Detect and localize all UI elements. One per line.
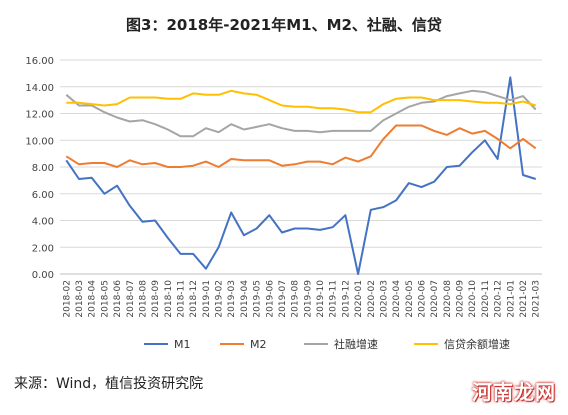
y-tick-label: 8.00 <box>32 163 54 174</box>
legend-label: M2 <box>250 338 267 351</box>
x-tick-label: 2018-10 <box>164 280 174 318</box>
y-tick-label: 16.00 <box>25 56 54 67</box>
x-tick-label: 2019-12 <box>341 280 351 318</box>
x-tick-label: 2021-02 <box>519 280 529 318</box>
x-tick-label: 2020-07 <box>430 280 440 318</box>
series-line <box>66 89 537 114</box>
x-tick-label: 2018-08 <box>138 280 148 318</box>
x-tick-label: 2018-12 <box>189 280 199 318</box>
x-tick-label: 2020-01 <box>354 280 364 318</box>
y-tick-label: 2.00 <box>32 243 54 254</box>
y-tick-label: 4.00 <box>32 217 54 228</box>
x-tick-label: 2019-03 <box>227 280 237 318</box>
source-note: 来源：Wind，植信投资研究院 <box>14 376 204 392</box>
x-tick-label: 2020-04 <box>392 280 402 318</box>
x-tick-label: 2018-04 <box>88 280 98 318</box>
x-tick-label: 2018-07 <box>126 280 136 318</box>
legend-label: 信贷余额增速 <box>444 337 510 351</box>
x-tick-label: 2020-12 <box>494 280 504 318</box>
x-tick-label: 2020-08 <box>443 280 453 318</box>
legend-label: M1 <box>174 338 191 351</box>
series-line <box>65 76 537 275</box>
x-tick-label: 2018-09 <box>151 280 161 318</box>
y-tick-label: 10.00 <box>25 136 54 147</box>
x-tick-label: 2019-01 <box>202 280 212 318</box>
x-tick-label: 2020-10 <box>468 280 478 318</box>
x-tick-label: 2019-02 <box>215 280 225 318</box>
x-tick-label: 2019-05 <box>253 280 263 318</box>
x-tick-label: 2019-06 <box>265 280 275 318</box>
x-tick-label: 2018-06 <box>113 280 123 318</box>
x-tick-label: 2020-02 <box>367 280 377 318</box>
x-tick-label: 2019-07 <box>278 280 288 318</box>
x-tick-label: 2019-04 <box>240 280 250 318</box>
x-tick-label: 2018-05 <box>100 280 110 318</box>
x-tick-label: 2019-09 <box>303 280 313 318</box>
y-tick-label: 6.00 <box>32 190 54 201</box>
x-tick-label: 2018-02 <box>62 280 72 318</box>
x-tick-label: 2018-11 <box>177 280 187 318</box>
y-tick-label: 0.00 <box>32 270 54 281</box>
x-tick-label: 2021-01 <box>506 280 516 318</box>
watermark-logo: 河南龙网 <box>472 380 556 404</box>
legend-label: 社融增速 <box>334 337 378 351</box>
x-tick-label: 2021-03 <box>532 280 542 318</box>
y-tick-label: 14.00 <box>25 83 54 94</box>
x-tick-label: 2020-06 <box>418 280 428 318</box>
line-chart: 0.00 2.00 4.00 6.00 8.00 10.00 12.00 14.00 16.00… <box>25 56 542 351</box>
series-line <box>65 124 537 168</box>
series-line <box>65 89 537 138</box>
y-tick-label: 12.00 <box>25 110 54 121</box>
x-tick-label: 2020-11 <box>481 280 491 318</box>
x-tick-label: 2020-05 <box>405 280 415 318</box>
x-tick-label: 2020-03 <box>379 280 389 318</box>
x-tick-label: 2020-09 <box>456 280 466 318</box>
x-tick-label: 2019-10 <box>316 280 326 318</box>
chart-title: 图3：2018年-2021年M1、M2、社融、信贷 <box>126 16 442 34</box>
x-tick-label: 2019-11 <box>329 280 339 318</box>
x-tick-label: 2019-08 <box>291 280 301 318</box>
x-tick-label: 2018-03 <box>75 280 85 318</box>
